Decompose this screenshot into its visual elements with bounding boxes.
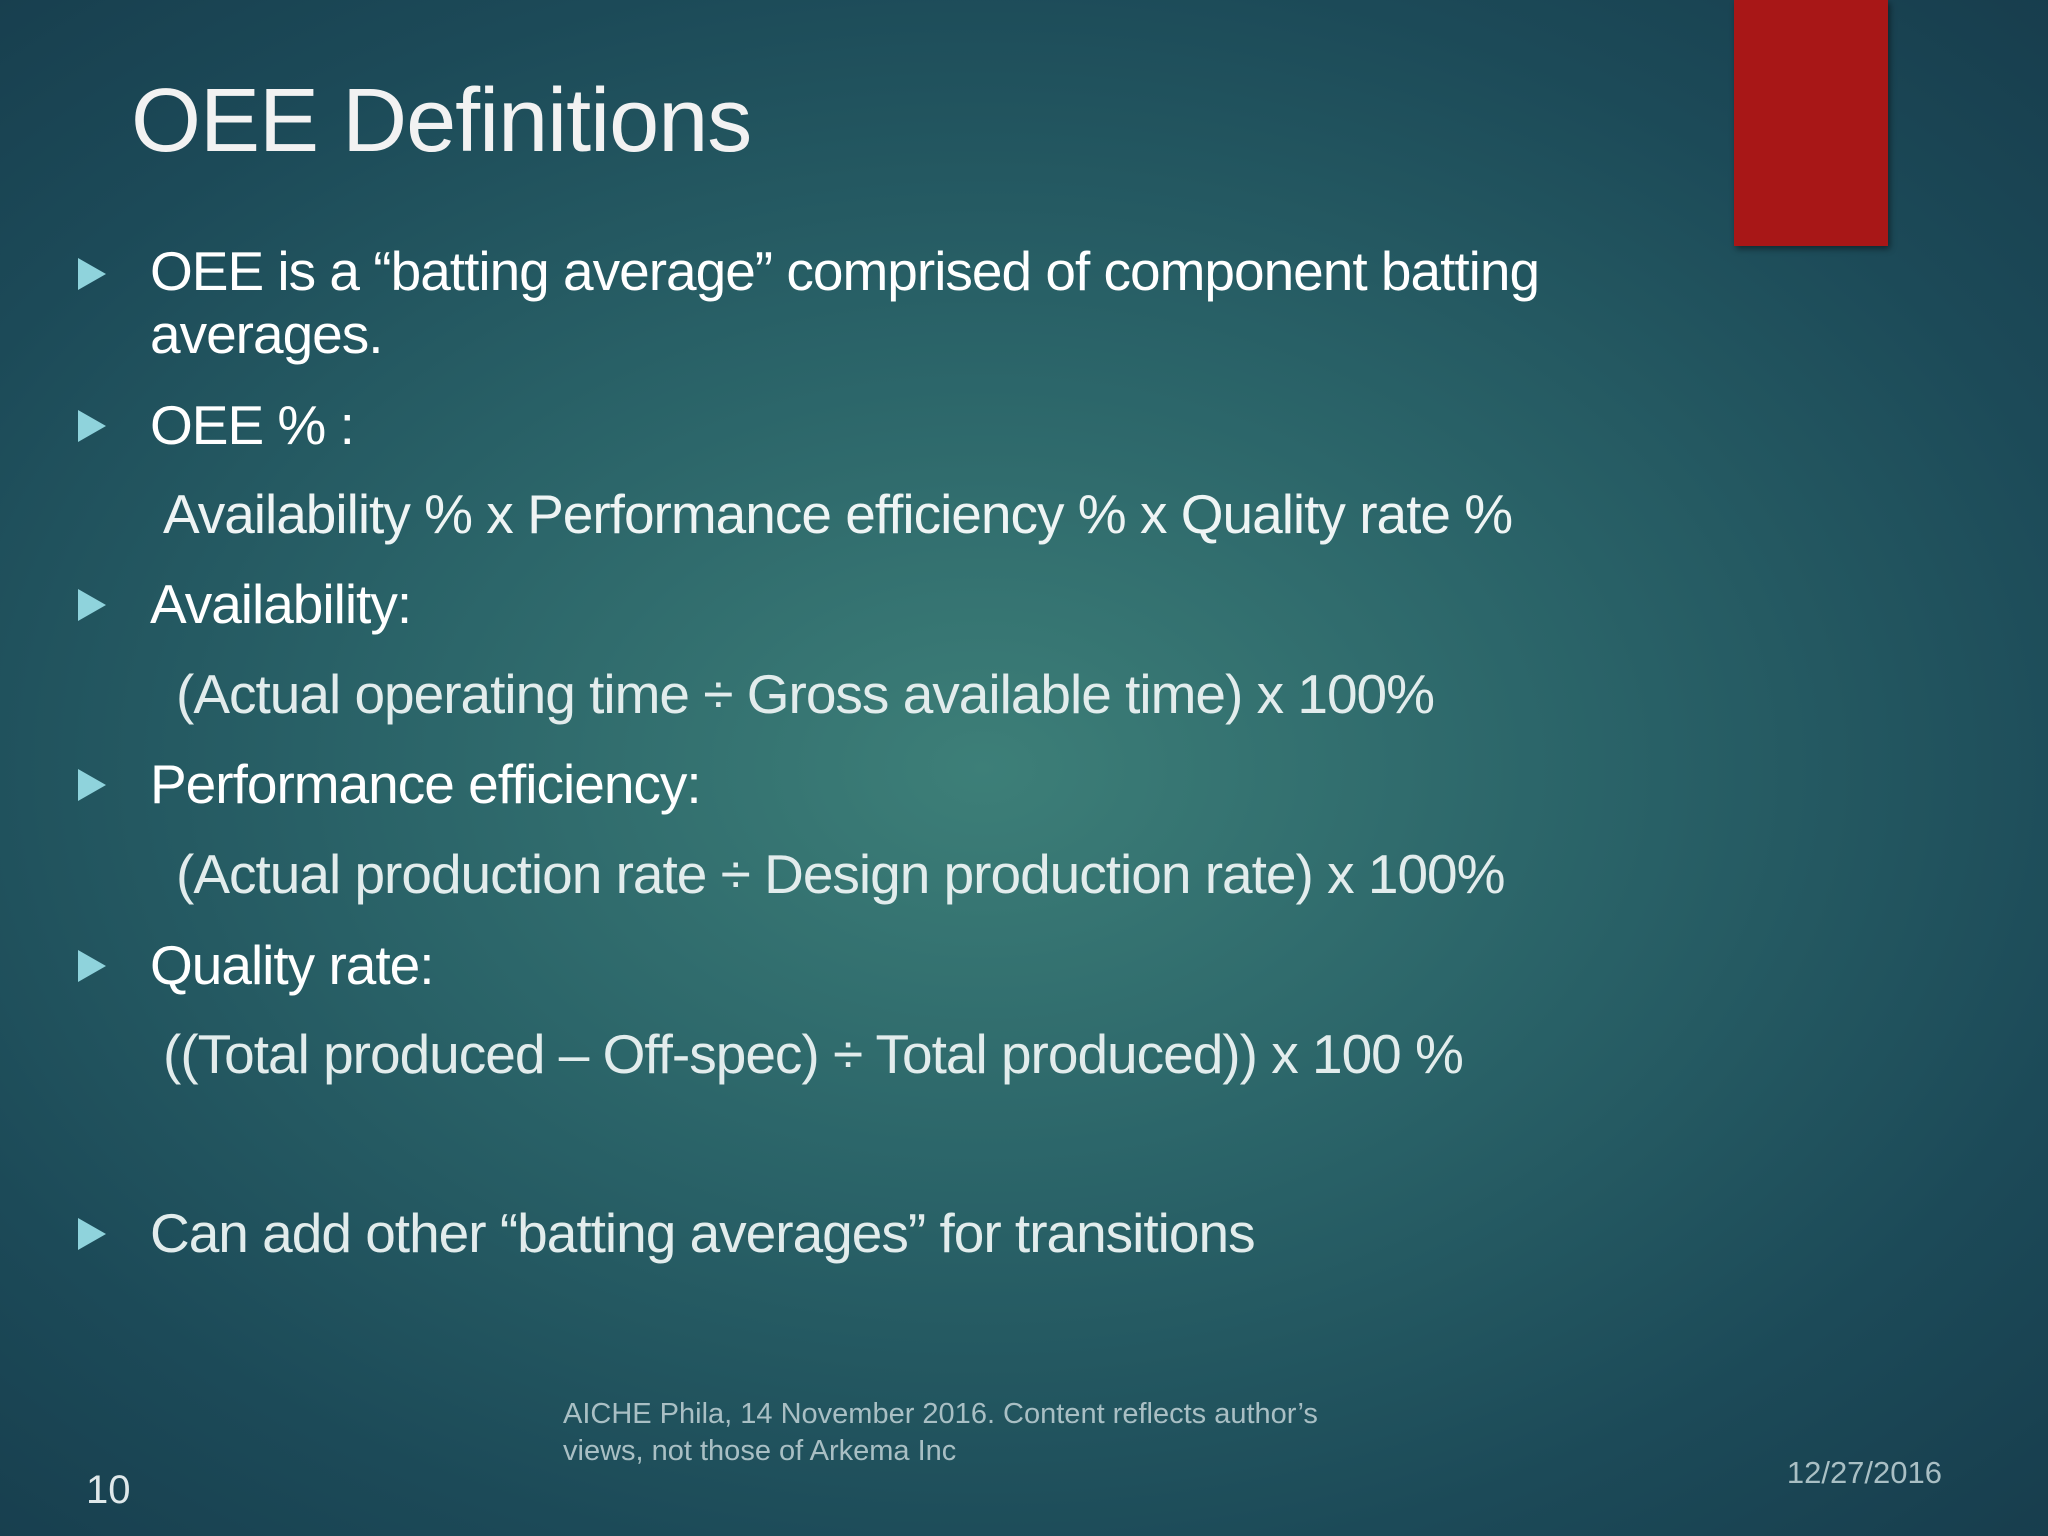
bullet-text: Performance efficiency: (150, 753, 702, 815)
bullet-text: OEE % : (150, 394, 355, 456)
bullet-text: Quality rate: (150, 934, 435, 996)
bullet-detail: ((Total produced – Off-spec) ÷ Total pro… (163, 1023, 1464, 1085)
slide-title: OEE Definitions (131, 71, 752, 171)
bullet-detail: (Actual production rate ÷ Design product… (176, 843, 1506, 905)
footer-note: AICHE Phila, 14 November 2016. Content r… (563, 1398, 1318, 1467)
bullet-icon (78, 589, 106, 621)
bullet-text: OEE is a “batting average” comprised of … (150, 240, 1540, 365)
bullet-icon (78, 410, 106, 442)
bullet-text: Availability: (150, 573, 412, 635)
bullet-detail: Availability % x Performance efficiency … (163, 483, 1513, 545)
bullet-icon (78, 950, 106, 982)
slide-number: 10 (86, 1468, 131, 1512)
footer-date: 12/27/2016 (1786, 1455, 1942, 1490)
bullet-detail: (Actual operating time ÷ Gross available… (176, 663, 1435, 725)
bullet-text: Can add other “batting averages” for tra… (150, 1202, 1256, 1264)
bullet-icon (78, 1218, 106, 1250)
bullet-icon (78, 769, 106, 801)
accent-bar (1734, 0, 1888, 246)
bullet-icon (78, 258, 106, 290)
